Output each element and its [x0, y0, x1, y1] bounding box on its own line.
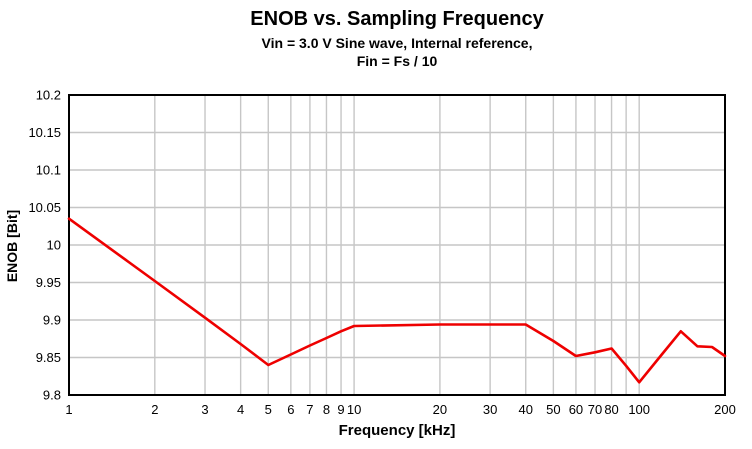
x-tick-label: 200 — [714, 402, 736, 417]
x-tick-label: 30 — [483, 402, 497, 417]
x-tick-label: 8 — [323, 402, 330, 417]
x-tick-label: 7 — [306, 402, 313, 417]
y-tick-label: 10 — [47, 238, 61, 253]
x-tick-label: 40 — [518, 402, 532, 417]
x-tick-label: 80 — [604, 402, 618, 417]
plot-border — [68, 94, 726, 396]
chart-subtitle-line2: Fin = Fs / 10 — [356, 53, 438, 69]
x-tick-label: 3 — [201, 402, 208, 417]
x-tick-label: 5 — [265, 402, 272, 417]
y-tick-label: 10.15 — [28, 125, 61, 140]
y-tick-label: 9.85 — [36, 350, 61, 365]
y-tick-label: 9.95 — [36, 275, 61, 290]
chart-subtitle-line1: Vin = 3.0 V Sine wave, Internal referenc… — [261, 35, 533, 51]
x-axis-title: Frequency [kHz] — [338, 422, 456, 439]
y-tick-label: 10.05 — [28, 200, 61, 215]
x-tick-label: 9 — [337, 402, 344, 417]
x-tick-label: 10 — [347, 402, 361, 417]
x-tick-label: 70 — [588, 402, 602, 417]
x-tick-label: 50 — [546, 402, 560, 417]
y-tick-label: 10.2 — [36, 88, 61, 103]
x-tick-label: 1 — [65, 402, 72, 417]
y-tick-label: 10.1 — [36, 163, 61, 178]
x-tick-label: 4 — [237, 402, 244, 417]
x-tick-label: 6 — [287, 402, 294, 417]
x-tick-label: 2 — [151, 402, 158, 417]
x-tick-label: 20 — [433, 402, 447, 417]
y-tick-label: 9.9 — [43, 313, 61, 328]
y-tick-label: 9.8 — [43, 388, 61, 403]
x-tick-label: 100 — [628, 402, 650, 417]
chart-title: ENOB vs. Sampling Frequency — [250, 8, 544, 30]
x-tick-label: 60 — [569, 402, 583, 417]
enob-line — [67, 217, 727, 384]
